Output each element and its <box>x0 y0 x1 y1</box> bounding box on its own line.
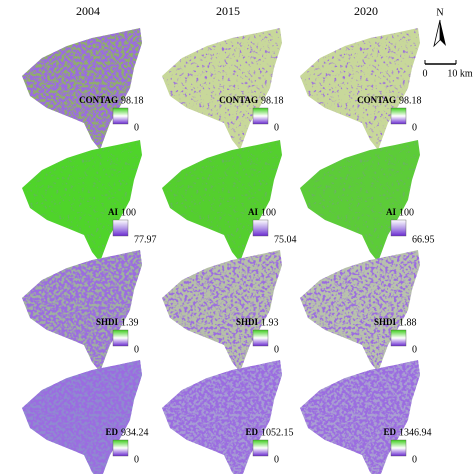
map-speckle <box>22 360 142 474</box>
legend-max: 100 <box>121 207 136 218</box>
legend-gradient <box>112 439 129 457</box>
legend-min: 0 <box>134 454 139 465</box>
map-speckle <box>22 140 142 262</box>
map-panel: SHDI 1.88 0 <box>300 250 420 372</box>
legend-min: 0 <box>134 344 139 355</box>
map-panel: ED 1346.94 0 <box>300 360 432 474</box>
scale-end: 10 km <box>447 68 473 79</box>
legend-max: 1.88 <box>399 317 417 328</box>
study-area-map <box>300 250 420 372</box>
map-panel: ED 1052.15 0 <box>162 360 294 474</box>
map-speckle <box>22 28 142 150</box>
legend-max: 98.18 <box>121 95 144 106</box>
map-panel: AI 100 77.97 <box>22 140 157 262</box>
legend-min: 75.04 <box>274 234 297 245</box>
legend-metric: CONTAG <box>79 95 118 105</box>
legend-max: 100 <box>261 207 276 218</box>
legend-max: 1346.94 <box>399 427 432 438</box>
study-area-map <box>22 360 142 474</box>
map-speckle <box>300 140 420 262</box>
study-area-map <box>22 28 142 150</box>
legend-metric: SHDI <box>374 317 397 327</box>
legend-gradient <box>390 219 407 237</box>
legend-max: 934.24 <box>121 427 149 438</box>
study-area-map <box>162 28 282 150</box>
legend-metric: AI <box>386 207 396 217</box>
column-year: 2015 <box>216 4 240 18</box>
legend-gradient <box>390 439 407 457</box>
legend-metric: CONTAG <box>219 95 258 105</box>
scale-start: 0 <box>423 68 428 79</box>
legend-min: 0 <box>412 454 417 465</box>
study-area-map <box>300 360 420 474</box>
scale-bar: 0 10 km <box>423 60 473 79</box>
study-area-map <box>162 140 282 262</box>
column-year: 2004 <box>76 4 100 18</box>
legend-max: 98.18 <box>399 95 422 106</box>
study-area-map <box>22 140 142 262</box>
map-speckle <box>22 250 142 372</box>
map-panel: ED 934.24 0 <box>22 360 149 474</box>
legend-min: 0 <box>412 344 417 355</box>
legend-min: 66.95 <box>412 234 435 245</box>
column-year: 2020 <box>354 4 378 18</box>
legend-min: 0 <box>274 344 279 355</box>
legend-metric: ED <box>245 427 258 437</box>
legend-min: 0 <box>274 454 279 465</box>
legend-min: 77.97 <box>134 234 157 245</box>
legend-gradient <box>252 439 269 457</box>
legend-metric: AI <box>248 207 258 217</box>
map-panel: CONTAG 98.18 0 <box>22 28 144 150</box>
legend-metric: ED <box>105 427 118 437</box>
map-speckle <box>162 28 282 150</box>
legend-metric: ED <box>383 427 396 437</box>
legend-gradient <box>112 329 129 347</box>
legend-gradient <box>112 219 129 237</box>
legend-max: 1.93 <box>261 317 279 328</box>
legend-gradient <box>112 107 129 125</box>
legend-max: 1052.15 <box>261 427 294 438</box>
legend-gradient <box>390 107 407 125</box>
map-panel: SHDI 1.93 0 <box>162 250 282 372</box>
map-panel: AI 100 75.04 <box>162 140 297 262</box>
map-panel: CONTAG 98.18 0 <box>300 28 422 150</box>
study-area-map <box>300 140 420 262</box>
map-speckle <box>300 28 420 150</box>
legend-metric: AI <box>108 207 118 217</box>
legend-metric: SHDI <box>236 317 259 327</box>
map-speckle <box>162 140 282 262</box>
map-speckle <box>162 250 282 372</box>
map-speckle <box>300 250 420 372</box>
legend-min: 0 <box>134 122 139 133</box>
north-label: N <box>436 7 443 18</box>
legend-min: 0 <box>274 122 279 133</box>
legend-metric: CONTAG <box>357 95 396 105</box>
map-panel: AI 100 66.95 <box>300 140 435 262</box>
map-panel: SHDI 1.39 0 <box>22 250 142 372</box>
map-panel: CONTAG 98.18 0 <box>162 28 284 150</box>
study-area-map <box>300 28 420 150</box>
study-area-map <box>162 250 282 372</box>
legend-max: 98.18 <box>261 95 284 106</box>
study-area-map <box>162 360 282 474</box>
legend-gradient <box>252 329 269 347</box>
legend-gradient <box>252 107 269 125</box>
legend-min: 0 <box>412 122 417 133</box>
study-area-map <box>22 250 142 372</box>
map-speckle <box>300 360 420 474</box>
legend-gradient <box>390 329 407 347</box>
legend-gradient <box>252 219 269 237</box>
legend-metric: SHDI <box>96 317 119 327</box>
map-speckle <box>162 360 282 474</box>
legend-max: 1.39 <box>121 317 139 328</box>
north-arrow: N <box>433 7 446 48</box>
legend-max: 100 <box>399 207 414 218</box>
